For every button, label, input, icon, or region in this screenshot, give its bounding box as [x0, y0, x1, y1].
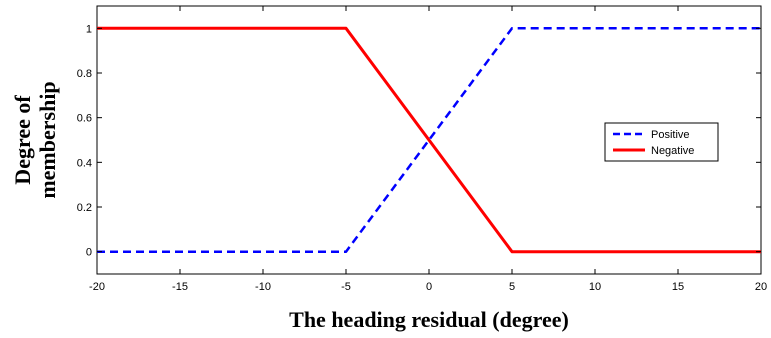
y-axis-title-line1: Degree of — [10, 95, 35, 185]
x-tick-label: 5 — [509, 281, 515, 293]
y-tick-label: 0.2 — [77, 202, 92, 214]
y-tick-label: 0.8 — [77, 68, 92, 80]
series-line-positive — [97, 27, 761, 253]
x-tick-label: -15 — [172, 281, 188, 293]
y-tick-label: 0.4 — [77, 157, 92, 169]
y-tick-label: 0 — [86, 247, 92, 259]
series-layer — [97, 26, 761, 254]
x-tick-label: 10 — [589, 281, 601, 293]
x-tick-label: -10 — [255, 281, 271, 293]
x-ticks: -20 -15 -10 -5 0 5 10 15 20 — [89, 6, 767, 293]
y-axis-title-line2: membership — [35, 81, 60, 198]
x-tick-label: -5 — [341, 281, 351, 293]
y-tick-label: 1 — [86, 23, 92, 35]
series-line-negative — [97, 26, 761, 254]
x-tick-label: 0 — [426, 281, 432, 293]
legend-box — [604, 122, 719, 162]
legend-label-positive: Positive — [651, 129, 690, 141]
y-tick-label: 0.6 — [77, 113, 92, 125]
legend: Positive Negative — [604, 122, 719, 162]
x-tick-label: -20 — [89, 281, 105, 293]
x-tick-label: 15 — [672, 281, 684, 293]
y-ticks: 0 0.2 0.4 0.6 0.8 1 — [77, 23, 761, 259]
legend-label-negative: Negative — [651, 145, 694, 157]
x-tick-label: 20 — [755, 281, 767, 293]
x-axis-title: The heading residual (degree) — [289, 307, 569, 332]
